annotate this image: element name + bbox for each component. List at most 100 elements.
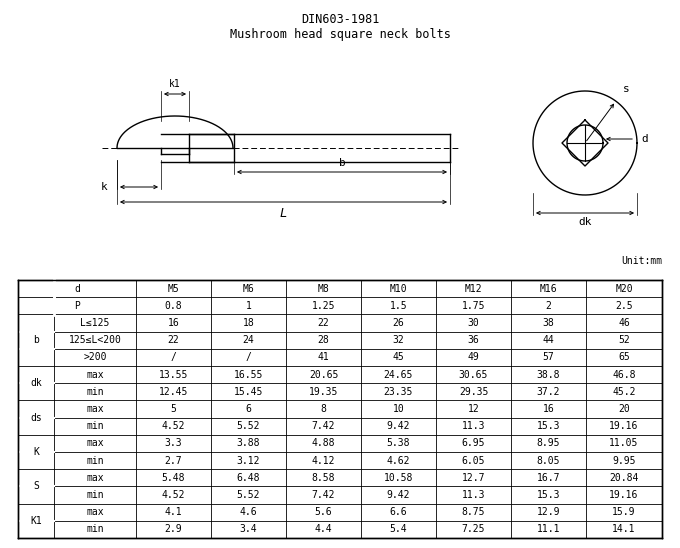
- Text: 0.8: 0.8: [165, 301, 182, 311]
- Text: 46: 46: [618, 318, 630, 328]
- Text: 12.7: 12.7: [462, 473, 486, 483]
- Text: 4.12: 4.12: [311, 455, 335, 466]
- Text: 45.2: 45.2: [612, 387, 636, 397]
- Text: 24: 24: [243, 335, 254, 345]
- Text: max: max: [86, 438, 104, 448]
- Text: 37.2: 37.2: [537, 387, 560, 397]
- Text: 11.1: 11.1: [537, 524, 560, 534]
- Text: 5.38: 5.38: [387, 438, 410, 448]
- Text: 20.65: 20.65: [309, 369, 338, 380]
- Text: 14.1: 14.1: [612, 524, 636, 534]
- Text: 16: 16: [543, 404, 554, 414]
- Text: 125≤L<200: 125≤L<200: [69, 335, 122, 345]
- Text: max: max: [86, 369, 104, 380]
- Text: 52: 52: [618, 335, 630, 345]
- Text: d: d: [74, 284, 80, 294]
- Text: 2.9: 2.9: [165, 524, 182, 534]
- Text: 16: 16: [168, 318, 180, 328]
- Text: 19.35: 19.35: [309, 387, 338, 397]
- Text: 7.25: 7.25: [462, 524, 486, 534]
- Text: 1: 1: [245, 301, 252, 311]
- Text: K1: K1: [30, 516, 42, 526]
- Text: 7.42: 7.42: [311, 421, 335, 431]
- Text: 8.75: 8.75: [462, 507, 486, 517]
- Text: d: d: [641, 134, 648, 144]
- Text: S: S: [33, 481, 39, 492]
- Text: 13.55: 13.55: [159, 369, 188, 380]
- Text: 4.1: 4.1: [165, 507, 182, 517]
- Text: 3.12: 3.12: [237, 455, 260, 466]
- Text: 4.88: 4.88: [311, 438, 335, 448]
- Text: min: min: [86, 455, 104, 466]
- Text: 5.52: 5.52: [237, 490, 260, 500]
- Text: 1.25: 1.25: [311, 301, 335, 311]
- Text: 5.4: 5.4: [390, 524, 407, 534]
- Text: 49: 49: [468, 352, 479, 362]
- Text: M5: M5: [168, 284, 180, 294]
- Text: 5: 5: [171, 404, 176, 414]
- Text: 12.45: 12.45: [159, 387, 188, 397]
- Text: max: max: [86, 473, 104, 483]
- Text: 9.42: 9.42: [387, 490, 410, 500]
- Text: 6.05: 6.05: [462, 455, 486, 466]
- Text: 19.16: 19.16: [609, 490, 639, 500]
- Text: 1.75: 1.75: [462, 301, 486, 311]
- Text: k1: k1: [169, 79, 181, 89]
- Text: 3.88: 3.88: [237, 438, 260, 448]
- Text: 4.4: 4.4: [315, 524, 333, 534]
- Text: 32: 32: [392, 335, 405, 345]
- Text: 15.3: 15.3: [537, 421, 560, 431]
- Text: min: min: [86, 387, 104, 397]
- Text: L: L: [279, 207, 287, 220]
- Text: 3.3: 3.3: [165, 438, 182, 448]
- Text: 41: 41: [318, 352, 329, 362]
- Text: 10: 10: [392, 404, 405, 414]
- Text: max: max: [86, 404, 104, 414]
- Text: P: P: [74, 301, 80, 311]
- Text: 38.8: 38.8: [537, 369, 560, 380]
- Text: 8.05: 8.05: [537, 455, 560, 466]
- Text: min: min: [86, 421, 104, 431]
- Text: b: b: [33, 335, 39, 345]
- Text: L≤125: L≤125: [80, 318, 109, 328]
- Text: 44: 44: [543, 335, 554, 345]
- Text: K: K: [33, 447, 39, 457]
- Text: 6.95: 6.95: [462, 438, 486, 448]
- Text: 19.16: 19.16: [609, 421, 639, 431]
- Text: 29.35: 29.35: [459, 387, 488, 397]
- Text: max: max: [86, 507, 104, 517]
- Text: ds: ds: [30, 413, 42, 423]
- Text: k: k: [100, 182, 107, 192]
- Text: min: min: [86, 490, 104, 500]
- Text: >200: >200: [83, 352, 107, 362]
- Text: s: s: [623, 84, 630, 94]
- Text: 26: 26: [392, 318, 405, 328]
- Text: 5.6: 5.6: [315, 507, 333, 517]
- Text: 46.8: 46.8: [612, 369, 636, 380]
- Text: M6: M6: [243, 284, 254, 294]
- Text: 3.4: 3.4: [239, 524, 257, 534]
- Text: M16: M16: [540, 284, 558, 294]
- Text: 15.3: 15.3: [537, 490, 560, 500]
- Text: min: min: [86, 524, 104, 534]
- Text: DIN603-1981: DIN603-1981: [301, 13, 379, 26]
- Text: 4.52: 4.52: [162, 421, 185, 431]
- Text: 11.05: 11.05: [609, 438, 639, 448]
- Text: 22: 22: [168, 335, 180, 345]
- Text: dk: dk: [30, 378, 42, 388]
- Text: 38: 38: [543, 318, 554, 328]
- Text: Mushroom head square neck bolts: Mushroom head square neck bolts: [230, 28, 450, 41]
- Text: 8.58: 8.58: [311, 473, 335, 483]
- Text: 20: 20: [618, 404, 630, 414]
- Text: 30.65: 30.65: [459, 369, 488, 380]
- Text: 4.52: 4.52: [162, 490, 185, 500]
- Text: 9.42: 9.42: [387, 421, 410, 431]
- Text: 16.7: 16.7: [537, 473, 560, 483]
- Text: 18: 18: [243, 318, 254, 328]
- Text: M8: M8: [318, 284, 329, 294]
- Text: 16.55: 16.55: [234, 369, 263, 380]
- Text: 5.48: 5.48: [162, 473, 185, 483]
- Text: 5.52: 5.52: [237, 421, 260, 431]
- Text: 45: 45: [392, 352, 405, 362]
- Text: 11.3: 11.3: [462, 490, 486, 500]
